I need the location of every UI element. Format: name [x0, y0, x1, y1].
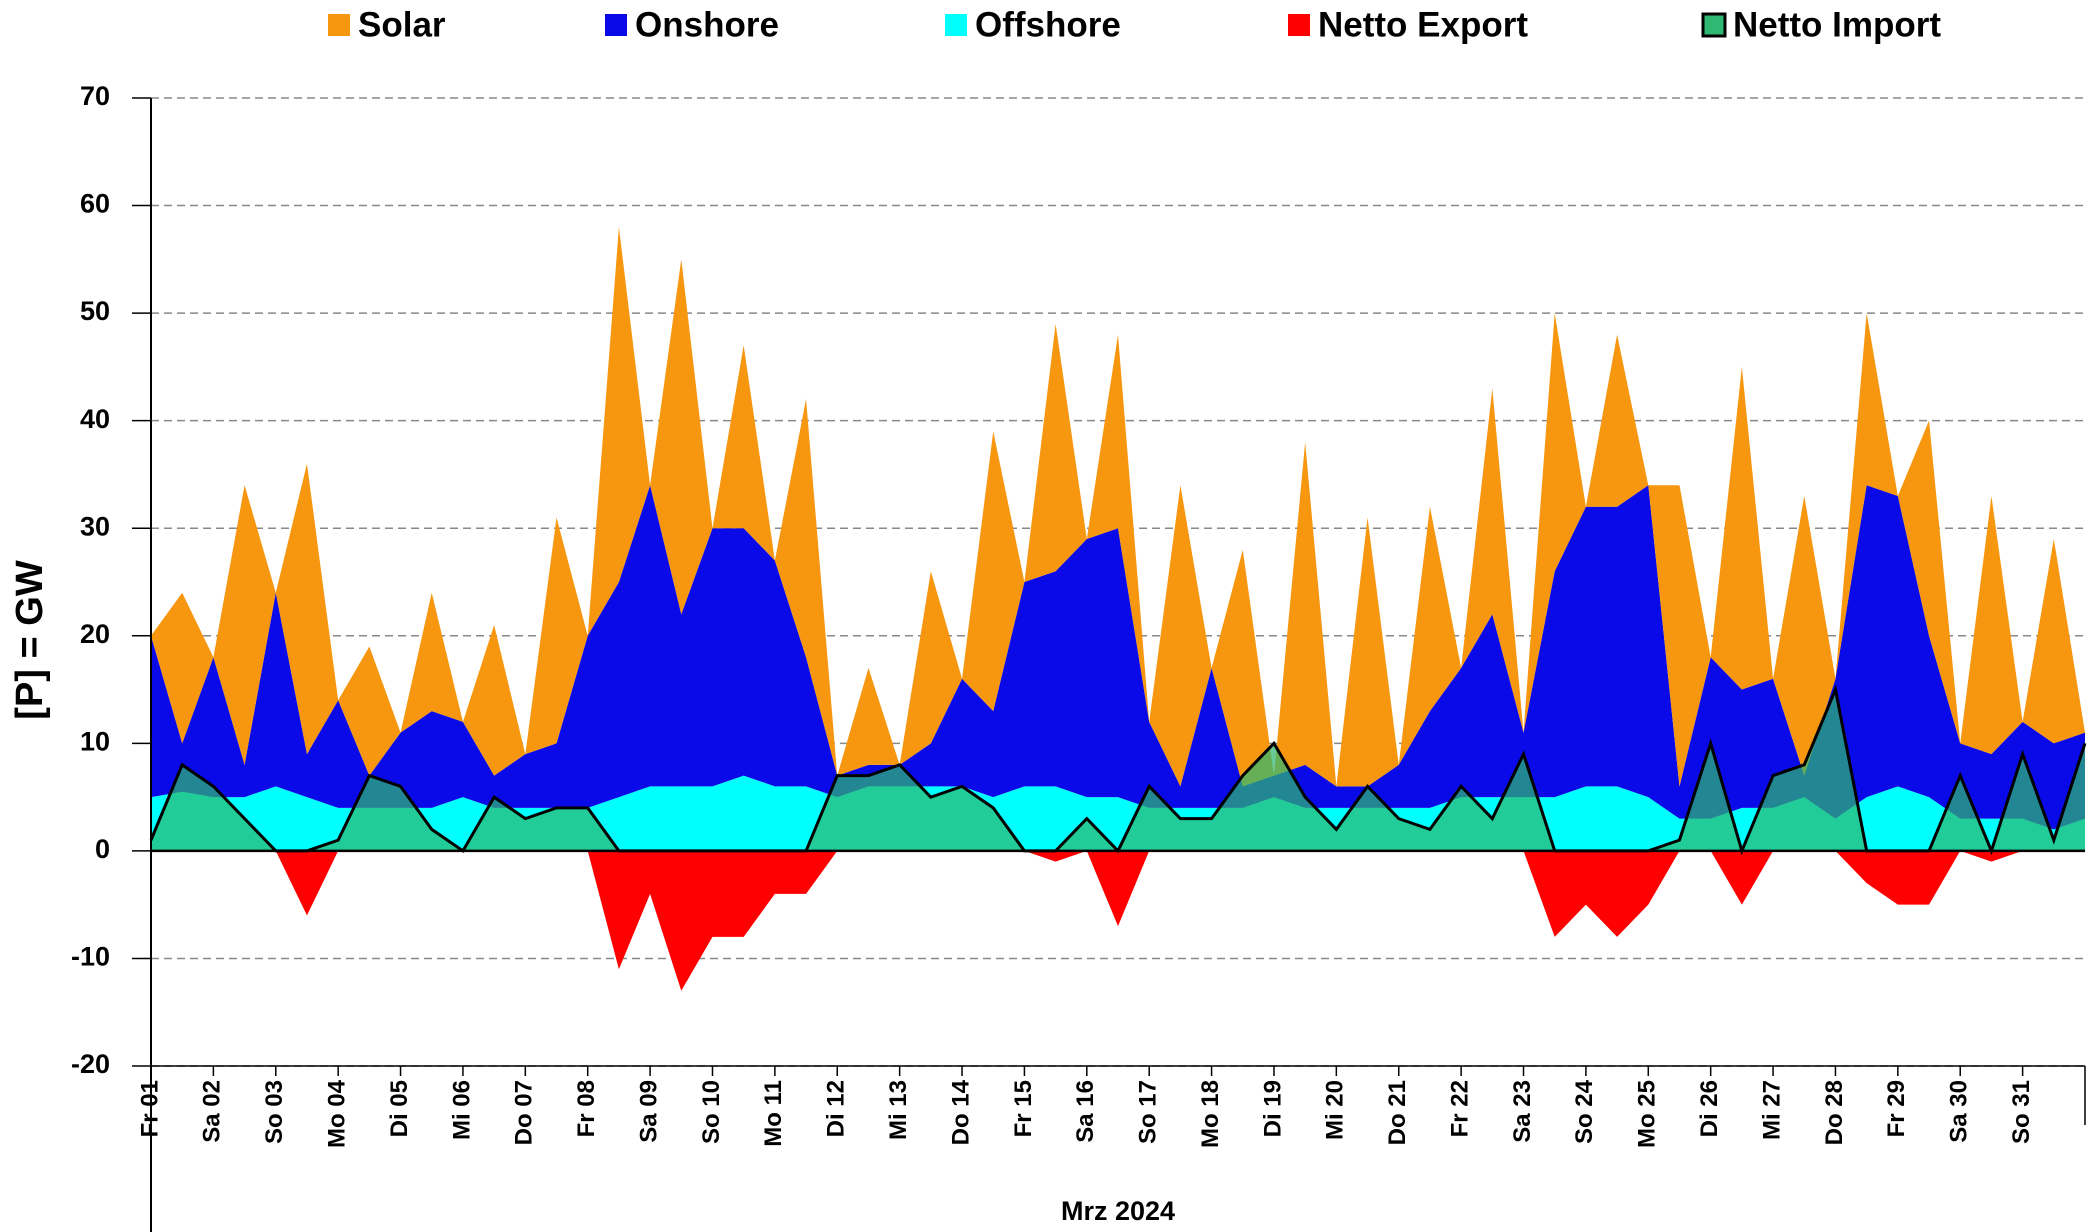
x-tick-label: Sa 16	[1072, 1080, 1099, 1143]
x-tick-label: Mi 06	[448, 1080, 475, 1140]
x-tick-label: Mi 27	[1758, 1080, 1785, 1140]
y-axis-title: [P] = GW	[9, 560, 51, 720]
x-tick-label: Mo 11	[760, 1080, 787, 1147]
x-tick-label: Do 21	[1384, 1080, 1411, 1145]
x-tick-label: Fr 15	[1010, 1080, 1037, 1137]
legend-label: Netto Export	[1318, 5, 1528, 44]
area	[151, 850, 2085, 991]
legend-swatch	[328, 14, 350, 36]
y-tick-label: 70	[80, 81, 110, 111]
y-tick-label: 20	[80, 619, 110, 649]
x-tick-label: Sa 02	[199, 1080, 226, 1143]
x-tick-label: Do 28	[1821, 1080, 1848, 1145]
x-tick-label: So 03	[261, 1080, 288, 1144]
area	[151, 689, 2085, 851]
x-tick-label: So 24	[1571, 1079, 1598, 1144]
x-tick-label: Sa 30	[1946, 1080, 1973, 1143]
x-tick-label: Fr 08	[573, 1080, 600, 1137]
legend-label: Solar	[358, 5, 446, 44]
x-tick-label: Mo 25	[1634, 1080, 1661, 1148]
x-tick-label: So 17	[1135, 1080, 1162, 1144]
legend-swatch	[1701, 12, 1727, 38]
x-tick-label: Mi 20	[1322, 1080, 1349, 1140]
x-axis-title: Mrz 2024	[1061, 1196, 1175, 1226]
x-tick-label: So 10	[698, 1080, 725, 1144]
area	[151, 227, 2085, 787]
area	[151, 485, 2085, 830]
y-tick-label: 50	[80, 296, 110, 326]
x-tick-label: Do 14	[947, 1079, 974, 1145]
x-tick-label: Di 12	[823, 1080, 850, 1137]
x-tick-label: Sa 23	[1509, 1080, 1536, 1143]
x-tick-label: Di 19	[1259, 1080, 1286, 1137]
y-tick-label: 60	[80, 189, 110, 219]
y-tick-label: 40	[80, 404, 110, 434]
x-tick-label: Fr 22	[1446, 1080, 1473, 1137]
legend-swatch	[945, 14, 967, 36]
y-tick-label: -20	[71, 1049, 110, 1079]
x-tick-label: Sa 09	[635, 1080, 662, 1143]
legend-label: Offshore	[975, 5, 1121, 44]
legend-label: Netto Import	[1733, 5, 1941, 44]
x-tick-label: Mo 18	[1197, 1080, 1224, 1148]
legend-swatch	[605, 14, 627, 36]
legend-label: Onshore	[635, 5, 779, 44]
x-tick-label: Fr 29	[1883, 1080, 1910, 1137]
legend-swatch	[1288, 14, 1310, 36]
x-tick-label: Di 26	[1696, 1080, 1723, 1137]
x-tick-label: Do 07	[511, 1080, 538, 1145]
x-tick-label: Mo 04	[324, 1079, 351, 1148]
y-tick-label: -10	[71, 942, 110, 972]
x-tick-label: Mi 13	[885, 1080, 912, 1140]
area	[151, 775, 2085, 851]
y-tick-label: 30	[80, 511, 110, 541]
y-tick-label: 0	[95, 834, 110, 864]
x-tick-label: Di 05	[386, 1080, 413, 1137]
y-tick-label: 10	[80, 726, 110, 756]
x-tick-label: Fr 01	[136, 1080, 163, 1137]
x-tick-label: So 31	[2008, 1080, 2035, 1144]
